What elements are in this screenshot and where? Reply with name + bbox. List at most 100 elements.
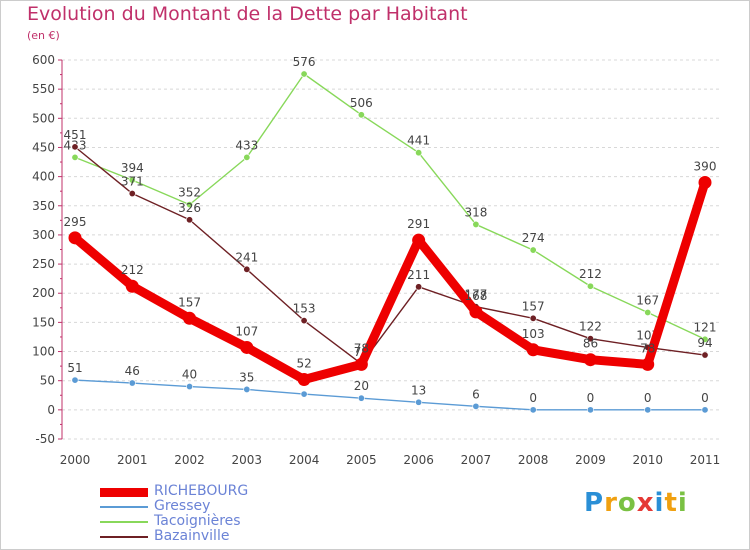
data-label: 318 bbox=[464, 205, 487, 219]
data-label: 211 bbox=[407, 268, 430, 282]
data-label: 326 bbox=[178, 201, 201, 215]
data-label: 441 bbox=[407, 134, 430, 148]
data-label: 20 bbox=[354, 379, 369, 393]
chart-legend: RICHEBOURG Gressey Tacoignières Bazainvi… bbox=[100, 484, 360, 544]
data-point-tacoignieres bbox=[415, 149, 423, 157]
data-label: 0 bbox=[701, 391, 709, 405]
data-label: 241 bbox=[235, 250, 258, 264]
x-tick-label: 2008 bbox=[518, 453, 549, 467]
x-tick-label: 2001 bbox=[117, 453, 148, 467]
y-tick-label: 400 bbox=[32, 170, 55, 184]
y-tick-label: 200 bbox=[32, 286, 55, 300]
data-label: 352 bbox=[178, 186, 201, 200]
chart-title: Evolution du Montant de la Dette par Hab… bbox=[27, 3, 468, 25]
data-point-richebourg bbox=[583, 353, 597, 367]
brand-logo-letter: o bbox=[617, 488, 637, 518]
data-label: 78 bbox=[354, 341, 369, 355]
x-tick-label: 2011 bbox=[690, 453, 721, 467]
data-label: 52 bbox=[296, 357, 311, 371]
data-label: 122 bbox=[579, 320, 602, 334]
data-label: 103 bbox=[522, 327, 545, 341]
y-tick-label: 150 bbox=[32, 315, 55, 329]
data-point-tacoignieres bbox=[586, 282, 594, 290]
data-label: 212 bbox=[579, 267, 602, 281]
data-label: 168 bbox=[464, 289, 487, 303]
data-point-tacoignieres bbox=[186, 201, 194, 209]
y-tick-label: 500 bbox=[32, 111, 55, 125]
x-tick-label: 2003 bbox=[232, 453, 263, 467]
data-label: 107 bbox=[235, 324, 258, 338]
data-point-richebourg bbox=[240, 340, 254, 354]
data-point-richebourg bbox=[469, 305, 483, 319]
data-point-gressey bbox=[415, 398, 423, 406]
data-point-bazainville bbox=[71, 143, 79, 151]
data-point-gressey bbox=[586, 406, 594, 414]
data-point-richebourg bbox=[526, 343, 540, 357]
data-label: 394 bbox=[121, 161, 144, 175]
data-label: 46 bbox=[125, 364, 140, 378]
data-label: 167 bbox=[636, 293, 659, 307]
x-tick-label: 2006 bbox=[403, 453, 434, 467]
data-point-richebourg bbox=[354, 357, 368, 371]
legend-item-tacoignieres: Tacoignières bbox=[100, 514, 360, 529]
data-point-richebourg bbox=[297, 373, 311, 387]
data-point-bazainville bbox=[243, 265, 251, 273]
data-label: 576 bbox=[293, 55, 316, 69]
data-point-bazainville bbox=[128, 190, 136, 198]
y-tick-label: -50 bbox=[35, 432, 55, 446]
data-point-tacoignieres bbox=[71, 153, 79, 161]
data-point-gressey bbox=[186, 383, 194, 391]
data-point-gressey bbox=[71, 376, 79, 384]
x-tick-label: 2005 bbox=[346, 453, 377, 467]
data-point-tacoignieres bbox=[701, 335, 709, 343]
data-label: 0 bbox=[529, 391, 537, 405]
data-point-bazainville bbox=[186, 216, 194, 224]
legend-item-gressey: Gressey bbox=[100, 499, 360, 514]
series-line-gressey bbox=[74, 379, 706, 411]
data-point-gressey bbox=[357, 394, 365, 402]
data-point-bazainville bbox=[586, 335, 594, 343]
y-tick-label: 550 bbox=[32, 82, 55, 96]
data-label: 13 bbox=[411, 383, 426, 397]
data-point-tacoignieres bbox=[644, 308, 652, 316]
y-tick-label: 100 bbox=[32, 345, 55, 359]
data-label: 157 bbox=[178, 295, 201, 309]
legend-label: Tacoignières bbox=[154, 513, 241, 529]
brand-logo: Proxiti bbox=[584, 488, 688, 518]
data-point-tacoignieres bbox=[529, 246, 537, 254]
data-label: 295 bbox=[64, 215, 87, 229]
data-point-richebourg bbox=[183, 311, 197, 325]
data-point-richebourg bbox=[68, 231, 82, 245]
brand-logo-letter: t bbox=[664, 488, 678, 518]
data-point-richebourg bbox=[698, 175, 712, 189]
data-label: 121 bbox=[694, 320, 717, 334]
legend-label: Gressey bbox=[154, 498, 211, 514]
brand-logo-letter: x bbox=[636, 488, 655, 518]
brand-logo-letter: r bbox=[604, 488, 618, 518]
data-point-gressey bbox=[644, 406, 652, 414]
data-label: 153 bbox=[293, 302, 316, 316]
data-point-richebourg bbox=[125, 279, 139, 293]
legend-label: RICHEBOURG bbox=[154, 483, 249, 499]
legend-item-bazainville: Bazainville bbox=[100, 529, 360, 544]
legend-swatch-gressey bbox=[100, 506, 148, 508]
data-point-bazainville bbox=[300, 317, 308, 325]
x-tick-label: 2010 bbox=[632, 453, 663, 467]
x-tick-label: 2004 bbox=[289, 453, 320, 467]
data-point-gressey bbox=[472, 402, 480, 410]
data-label: 0 bbox=[587, 391, 595, 405]
data-point-richebourg bbox=[641, 357, 655, 371]
data-label: 0 bbox=[644, 391, 652, 405]
y-tick-label: 250 bbox=[32, 257, 55, 271]
data-label: 274 bbox=[522, 231, 545, 245]
y-tick-label: 0 bbox=[47, 403, 55, 417]
data-label: 94 bbox=[697, 336, 712, 350]
brand-logo-letter: P bbox=[584, 488, 605, 518]
series-line-tacoignieres bbox=[74, 73, 706, 340]
x-tick-label: 2009 bbox=[575, 453, 606, 467]
data-label: 157 bbox=[522, 299, 545, 313]
series-line-bazainville bbox=[74, 146, 706, 365]
data-label: 371 bbox=[121, 175, 144, 189]
data-label: 390 bbox=[694, 159, 717, 173]
